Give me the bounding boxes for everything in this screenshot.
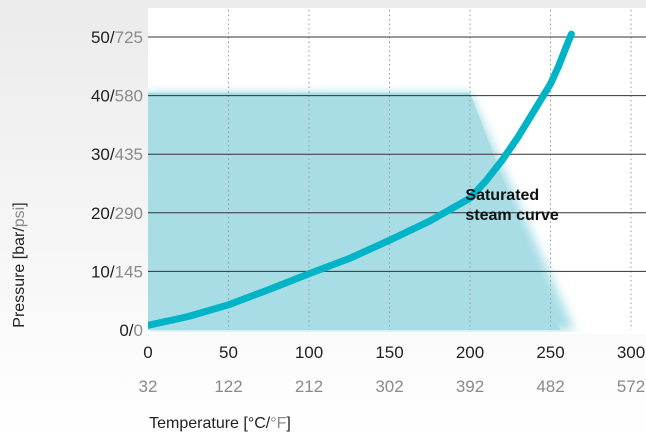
x-tick-f-572: 572 (617, 377, 645, 396)
x-tick-f-32: 32 (139, 377, 158, 396)
x-tick-c-0: 0 (143, 343, 152, 362)
operating-region (148, 92, 561, 330)
y-axis-title: Pressure [bar/psi] (11, 202, 28, 327)
x-tick-c-300: 300 (617, 343, 645, 362)
x-tick-f-482: 482 (536, 377, 564, 396)
y-tick-10: 10/145 (91, 262, 143, 281)
horizontal-gridlines (148, 36, 646, 272)
y-tick-20: 20/290 (91, 204, 143, 223)
x-tick-c-50: 50 (219, 343, 238, 362)
x-tick-c-150: 150 (375, 343, 403, 362)
annotations: Saturated steam curve (465, 187, 558, 224)
y-tick-30: 30/435 (91, 145, 143, 164)
annotation-0: Saturated (465, 187, 539, 204)
x-tick-c-250: 250 (536, 343, 564, 362)
x-tick-c-200: 200 (456, 343, 484, 362)
x-tick-f-212: 212 (295, 377, 323, 396)
x-tick-f-302: 302 (375, 377, 403, 396)
saturated-steam-curve (148, 30, 575, 329)
y-tick-40: 40/580 (91, 87, 143, 106)
x-tick-c-100: 100 (295, 343, 323, 362)
annotation-1: steam curve (465, 207, 558, 224)
x-tick-labels: 0 32 50 122 100 212 150 302 200 392 250 482 300 572 (139, 343, 646, 396)
y-tick-0: 0/0 (119, 321, 143, 340)
y-tick-50: 50/725 (91, 28, 143, 47)
y-tick-labels: 0/0 10/145 20/290 30/435 40/580 50/725 (91, 28, 143, 340)
x-tick-f-392: 392 (456, 377, 484, 396)
x-tick-f-122: 122 (214, 377, 242, 396)
x-axis-title: Temperature [°C/°F] (149, 415, 291, 432)
